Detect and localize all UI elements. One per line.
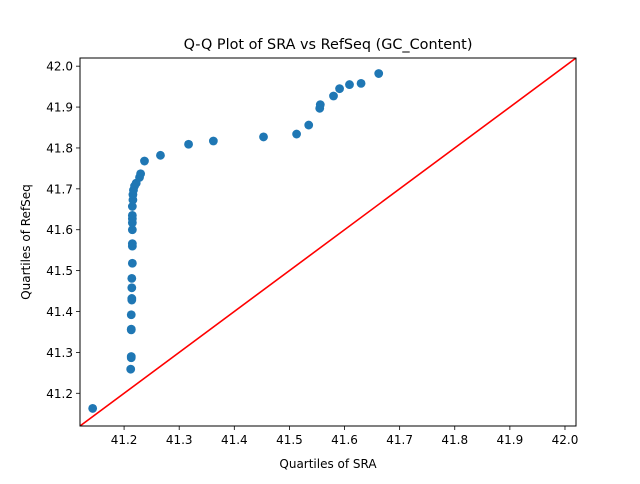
data-point [329,91,338,101]
data-point [126,364,136,374]
data-point [259,132,268,142]
reference-line [80,58,576,426]
data-point [127,211,137,220]
y-axis-label: Quartiles of RefSeq [19,184,33,300]
data-point [126,324,136,334]
data-point [127,294,137,303]
data-point [126,310,136,320]
y-tick-label: 41.3 [46,346,73,360]
chart-title: Q-Q Plot of SRA vs RefSeq (GC_Content) [184,37,473,53]
y-tick-label: 41.7 [46,182,73,196]
data-point [356,78,366,88]
x-tick-label: 41.9 [497,433,524,447]
data-point [156,150,165,160]
axes-frame [79,57,577,427]
data-point [292,129,301,139]
y-axis-ticks: 41.2 41.3 41.4 41.5 41.6 41.7 41.8 41.9 42.0 [46,60,80,401]
data-point [88,404,98,413]
data-point [127,283,137,293]
y-tick-label: 41.2 [46,387,73,401]
data-point [127,258,137,268]
x-tick-label: 41.3 [166,433,193,447]
x-tick-label: 41.8 [441,433,468,447]
y-tick-label: 41.8 [46,141,73,155]
data-point [304,120,314,130]
data-point [136,169,146,179]
data-point [374,69,384,78]
data-point [127,239,137,249]
y-tick-label: 41.5 [46,264,73,278]
x-tick-label: 41.5 [276,433,303,447]
data-point [335,84,344,94]
data-point [126,352,136,361]
x-axis-ticks: 41.2 41.3 41.4 41.5 41.6 41.7 41.8 41.9 42.0 [111,426,579,447]
x-tick-label: 41.4 [221,433,248,447]
data-point [345,80,354,89]
x-tick-label: 41.7 [386,433,413,447]
y-tick-label: 41.4 [46,305,73,319]
data-point [208,136,218,146]
x-tick-label: 42.0 [552,433,579,447]
data-point [127,225,137,235]
data-point [140,156,149,166]
plot-area [80,58,576,426]
x-tick-label: 41.6 [331,433,358,447]
data-point [315,100,325,110]
data-point [127,273,137,283]
y-tick-label: 41.9 [46,101,73,115]
x-tick-label: 41.2 [111,433,138,447]
x-axis-label: Quartiles of SRA [279,457,377,471]
data-point [184,139,193,149]
y-tick-label: 42.0 [46,60,73,74]
data-point [127,202,137,211]
y-tick-label: 41.6 [46,223,73,237]
